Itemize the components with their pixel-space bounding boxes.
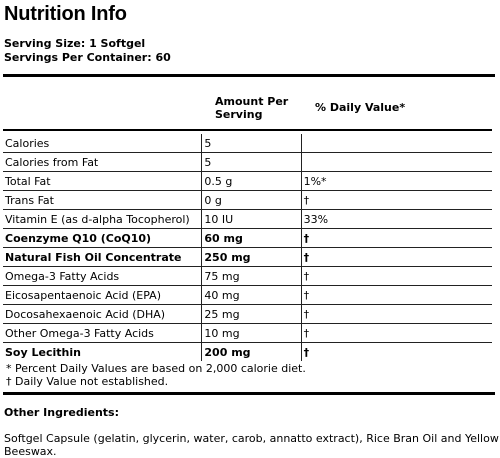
nutrient-daily-value: †	[300, 247, 492, 267]
nutrient-daily-value	[300, 134, 492, 153]
nutrient-amount: 5	[201, 152, 302, 172]
table-row: Other Omega-3 Fatty Acids 10 mg †	[3, 323, 492, 343]
nutrient-name: Coenzyme Q10 (CoQ10)	[3, 228, 202, 248]
nutrient-name: Total Fat	[3, 171, 202, 191]
table-row: Soy Lecithin 200 mg †	[3, 342, 492, 361]
servings-per-container: Servings Per Container: 60	[4, 51, 171, 64]
nutrient-name: Vitamin E (as d-alpha Tocopherol)	[3, 209, 202, 229]
table-row: Docosahexaenoic Acid (DHA) 25 mg †	[3, 304, 492, 324]
nutrient-name: Omega-3 Fatty Acids	[3, 266, 202, 286]
nutrient-daily-value	[300, 152, 492, 172]
nutrient-amount: 250 mg	[201, 247, 302, 267]
nutrient-daily-value: †	[300, 342, 492, 361]
table-row: Omega-3 Fatty Acids 75 mg †	[3, 266, 492, 286]
footnote-daily-values: * Percent Daily Values are based on 2,00…	[6, 362, 306, 375]
nutrient-amount: 25 mg	[201, 304, 302, 324]
nutrient-amount: 5	[201, 134, 302, 153]
nutrition-table: Amount Per Serving % Daily Value* Calori…	[3, 74, 495, 395]
header-daily-value: % Daily Value*	[315, 101, 406, 114]
nutrient-amount: 60 mg	[201, 228, 302, 248]
nutrient-name: Trans Fat	[3, 190, 202, 210]
page-title: Nutrition Info	[4, 3, 127, 25]
header-amount-per-serving: Amount Per Serving	[215, 95, 289, 121]
table-row: Coenzyme Q10 (CoQ10) 60 mg †	[3, 228, 492, 248]
table-row: Total Fat 0.5 g 1%*	[3, 171, 492, 191]
serving-size: Serving Size: 1 Softgel	[4, 37, 146, 50]
nutrient-name: Calories from Fat	[3, 152, 202, 172]
table-row: Trans Fat 0 g †	[3, 190, 492, 210]
header-divider	[3, 129, 492, 131]
nutrient-amount: 0.5 g	[201, 171, 302, 191]
other-ingredients-label: Other Ingredients:	[4, 406, 119, 419]
table-row: Calories 5	[3, 134, 492, 153]
nutrient-daily-value: †	[300, 285, 492, 305]
nutrient-name: Other Omega-3 Fatty Acids	[3, 323, 202, 343]
nutrient-name: Calories	[3, 134, 202, 153]
nutrient-name: Docosahexaenoic Acid (DHA)	[3, 304, 202, 324]
nutrient-amount: 40 mg	[201, 285, 302, 305]
table-row: Vitamin E (as d-alpha Tocopherol) 10 IU 33…	[3, 209, 492, 229]
table-row: Calories from Fat 5	[3, 152, 492, 172]
nutrient-name: Eicosapentaenoic Acid (EPA)	[3, 285, 202, 305]
nutrient-amount: 0 g	[201, 190, 302, 210]
nutrient-amount: 75 mg	[201, 266, 302, 286]
nutrient-daily-value: †	[300, 266, 492, 286]
nutrient-amount: 200 mg	[201, 342, 302, 361]
nutrient-name: Natural Fish Oil Concentrate	[3, 247, 202, 267]
nutrient-name: Soy Lecithin	[5, 345, 81, 359]
footnote-not-established: † Daily Value not established.	[6, 375, 169, 388]
nutrient-daily-value: †	[300, 190, 492, 210]
table-row: Eicosapentaenoic Acid (EPA) 40 mg †	[3, 285, 492, 305]
nutrient-daily-value: †	[300, 304, 492, 324]
nutrient-rows: Calories 5 Calories from Fat 5 Total Fat 0.5 …	[3, 134, 492, 361]
other-ingredients-text: Softgel Capsule (gelatin, glycerin, wate…	[4, 432, 499, 458]
nutrient-daily-value: 1%*	[300, 171, 492, 191]
nutrient-amount: 10 mg	[201, 323, 302, 343]
table-row: Natural Fish Oil Concentrate 250 mg †	[3, 247, 492, 267]
nutrient-daily-value: †	[300, 228, 492, 248]
nutrient-amount: 10 IU	[201, 209, 302, 229]
nutrient-daily-value: †	[300, 323, 492, 343]
nutrient-daily-value: 33%	[300, 209, 492, 229]
